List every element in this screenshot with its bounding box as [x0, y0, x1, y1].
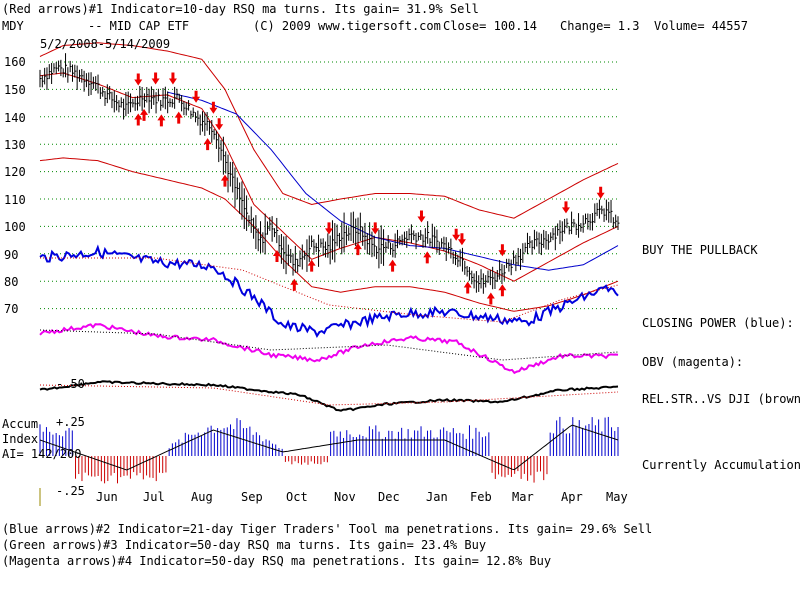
rel-str-line [39, 380, 619, 412]
month-label: Nov [334, 490, 356, 504]
obv-label: OBV (magenta): [642, 355, 744, 369]
sell-arrow [452, 228, 461, 241]
sell-arrow [457, 233, 466, 246]
indicator-lines [39, 42, 619, 471]
accum-status-label: Currently Accumulation [642, 458, 800, 472]
accum-ai-value: AI= 142/200 [2, 447, 82, 461]
y-tick-130: 130 [4, 138, 26, 152]
month-label: Dec [378, 490, 400, 504]
sell-arrow [498, 244, 507, 257]
indicator-4-title: (Magenta arrows)#4 Indicator=50-day RSQ … [2, 554, 552, 568]
y-tick-120: 120 [4, 165, 26, 179]
y-tick-110: 110 [4, 193, 26, 207]
copyright-label: (C) 2009 www.tigersoft.com [253, 19, 441, 33]
sell-arrow [168, 72, 177, 85]
month-label: Mar [512, 490, 534, 504]
month-label: Oct [286, 490, 308, 504]
mid-band-line [39, 72, 619, 282]
indicator-3-title: (Green arrows)#3 Indicator=50-day RSQ ma… [2, 538, 487, 552]
sell-arrow [371, 222, 380, 235]
indicator-1-title: (Red arrows)#1 Indicator=10-day RSQ ma t… [2, 2, 479, 16]
volume-value: Volume= 44557 [654, 19, 748, 33]
sell-arrow [417, 210, 426, 223]
sell-arrow [192, 90, 201, 103]
buy-arrow [353, 243, 362, 256]
security-name: -- MID CAP ETF [88, 19, 190, 33]
sell-arrow [209, 101, 218, 114]
buy-arrow [203, 138, 212, 151]
buy-arrow [423, 251, 432, 264]
buy-arrow [498, 284, 507, 297]
symbol-label: MDY [2, 19, 24, 33]
month-label: Apr [561, 490, 583, 504]
accum-top-tick: +.25 [56, 415, 85, 429]
month-label: Jul [143, 490, 165, 504]
closing-power-ma-line [40, 257, 619, 323]
change-value: Change= 1.3 [560, 19, 640, 33]
y-tick-150: 150 [4, 83, 26, 97]
buy-the-pullback-label: BUY THE PULLBACK [642, 243, 758, 257]
buy-arrow [272, 249, 281, 262]
close-value: Close= 100.14 [443, 19, 537, 33]
buy-arrow [307, 259, 316, 272]
y-tick-80: 80 [4, 275, 19, 289]
accum-title-1: Accum [2, 417, 39, 431]
rel-str-ma-line [40, 384, 619, 406]
accum-title-2: Index [2, 432, 39, 446]
closing-power-line [39, 244, 619, 338]
rel-str-label: REL.STR..VS DJI (brown): [642, 392, 800, 406]
sell-arrow [596, 186, 605, 199]
obv-ma-line [39, 329, 619, 361]
buy-arrow [388, 259, 397, 272]
buy-arrow [486, 292, 495, 305]
month-label: May [606, 490, 628, 504]
y-tick-100: 100 [4, 220, 26, 234]
price-bars [39, 53, 620, 294]
y-tick-70: 70 [4, 302, 19, 316]
accumulation-histogram [39, 416, 619, 484]
y-tick-90: 90 [4, 248, 19, 262]
obv-line [39, 323, 619, 375]
buy-arrow [157, 114, 166, 127]
sell-arrow [151, 72, 160, 85]
signal-arrows [134, 72, 605, 305]
month-label: Jun [96, 490, 118, 504]
month-label: Jan [426, 490, 448, 504]
sell-arrow [325, 222, 333, 235]
accum-ma-line [39, 424, 619, 471]
upper-band-line [39, 42, 619, 219]
rel-str-ref-label: -.50 [56, 377, 85, 391]
buy-arrow [134, 113, 143, 126]
closing-power-label: CLOSING POWER (blue): [642, 316, 794, 330]
lower-band-line [39, 157, 619, 312]
sell-arrow [561, 201, 570, 214]
buy-arrow [290, 278, 299, 291]
y-tick-160: 160 [4, 55, 26, 69]
sell-arrow [134, 73, 143, 86]
date-range: 5/2/2008-5/14/2009 [40, 37, 171, 51]
moving-average-line [167, 91, 619, 271]
month-label: Aug [191, 490, 213, 504]
month-label: Feb [470, 490, 492, 504]
buy-arrow [174, 111, 183, 124]
month-label: Sep [241, 490, 263, 504]
indicator-2-title: (Blue arrows)#2 Indicator=21-day Tiger T… [2, 522, 653, 536]
accum-bottom-tick: -.25 [56, 484, 85, 498]
y-tick-140: 140 [4, 111, 26, 125]
sell-arrow [215, 118, 224, 131]
buy-arrow [220, 174, 229, 187]
buy-arrow [463, 281, 472, 294]
buy-arrow [140, 108, 149, 121]
